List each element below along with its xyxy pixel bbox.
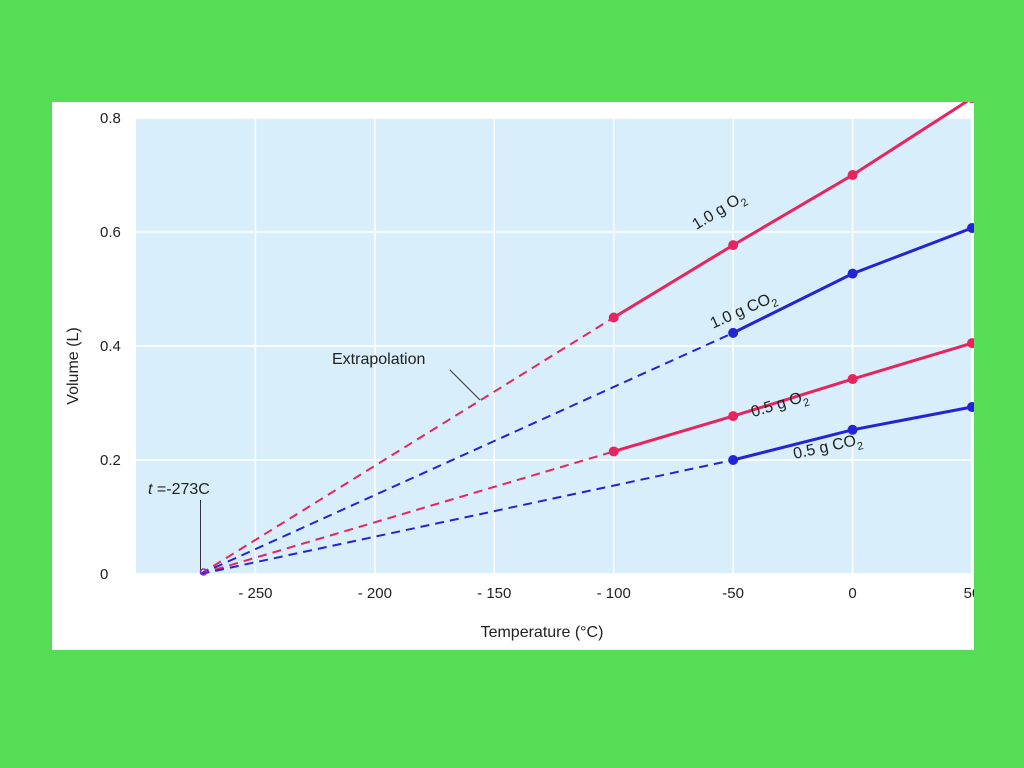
- data-point: [728, 455, 739, 465]
- extrapolation-line: [200, 459, 734, 575]
- data-point: [967, 401, 974, 412]
- data-point: [968, 102, 974, 104]
- absolute-zero-value: =-273C: [152, 481, 209, 498]
- extrapolation-pointer: [449, 369, 481, 401]
- y-tick-label: 0.4: [100, 338, 121, 355]
- x-tick-label: -50: [722, 585, 744, 602]
- series-label-subscript: 2: [739, 196, 750, 209]
- chart-panel: - 250- 200- 150- 100-5005000.20.40.60.8 …: [52, 102, 974, 650]
- extrapolation-line: [200, 331, 734, 575]
- data-point: [608, 312, 619, 323]
- absolute-zero-marker: [199, 568, 208, 576]
- data-point: [728, 240, 739, 251]
- x-tick-label: - 150: [477, 585, 511, 602]
- data-point: [608, 446, 619, 457]
- extrapolation-line: [199, 316, 615, 575]
- x-tick-label: - 250: [238, 585, 272, 602]
- y-tick-label: 0.2: [100, 452, 121, 469]
- data-point: [847, 268, 858, 279]
- chart: - 250- 200- 150- 100-5005000.20.40.60.8 …: [65, 102, 974, 641]
- series-label-subscript: 2: [856, 440, 865, 453]
- extrapolation-line: [200, 450, 614, 575]
- data-point: [847, 374, 858, 385]
- x-tick-label: 0: [848, 585, 856, 602]
- axes: - 250 - 200 - 150 - 100 -50 0 50 0 0.2 0.4 0.6 0.8: [100, 110, 974, 602]
- y-axis-title: Volume (L): [65, 327, 82, 404]
- data-point: [967, 223, 974, 234]
- x-axis-title: Temperature (°C): [481, 624, 604, 641]
- series-label-subscript: 2: [802, 396, 811, 409]
- y-tick-label: 0: [100, 566, 108, 583]
- y-tick-label: 0.6: [100, 224, 121, 241]
- x-tick-label: 50: [964, 585, 974, 602]
- series-line: [612, 102, 969, 319]
- y-tick-label: 0.8: [100, 110, 121, 127]
- absolute-zero-label: t =-273C: [148, 481, 210, 498]
- series-line: [613, 341, 973, 453]
- data-point: [847, 424, 858, 435]
- annotations: Extrapolation t =-273C: [148, 351, 481, 576]
- series-label-subscript: 2: [770, 297, 780, 310]
- extrapolation-label: Extrapolation: [332, 351, 425, 368]
- grid: [136, 117, 973, 575]
- x-tick-label: - 100: [597, 585, 631, 602]
- data-point: [728, 327, 739, 338]
- data-point: [967, 338, 974, 349]
- absolute-zero-symbol: t: [148, 481, 153, 498]
- data-point: [847, 170, 858, 180]
- x-tick-label: - 200: [358, 585, 392, 602]
- data-point: [728, 411, 739, 422]
